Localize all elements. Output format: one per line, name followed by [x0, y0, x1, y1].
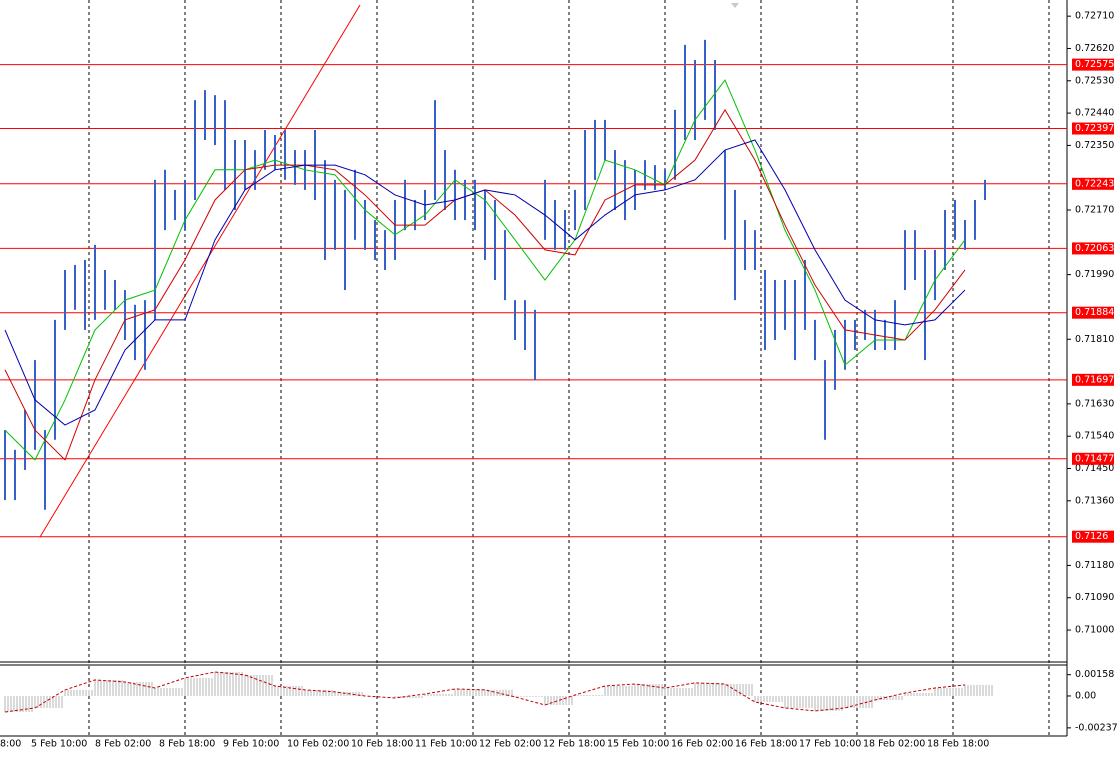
level-label: 0.7126 — [1075, 531, 1108, 542]
x-tick-label: 9 Feb 10:00 — [223, 739, 279, 750]
x-tick-label: 8 Feb 18:00 — [159, 739, 215, 750]
level-label: 0.72575 — [1075, 59, 1114, 70]
x-tick-label: 16 Feb 02:00 — [671, 739, 733, 750]
level-label-box — [1072, 122, 1114, 135]
y-tick-label: 0.72530 — [1075, 75, 1114, 86]
level-label: 0.72063 — [1075, 243, 1114, 254]
x-tick-label: 17 Feb 10:00 — [799, 739, 861, 750]
level-label-box — [1072, 530, 1114, 543]
trend-line — [39, 4, 361, 538]
moving-average — [4, 79, 966, 461]
y-tick-label: 0.71540 — [1075, 431, 1114, 442]
shift-marker — [731, 3, 739, 8]
y-tick-label: 0.71810 — [1075, 334, 1114, 345]
axes: 0.72710 0.72620 0.72530 0.72440 0.72350 0.721… — [0, 11, 1118, 750]
level-label-box — [1072, 242, 1114, 255]
y-tick-label: 0.71000 — [1075, 625, 1114, 636]
y-tick-label: 0.71360 — [1075, 495, 1114, 506]
moving-average — [4, 139, 966, 426]
y-tick-label: 0.72620 — [1075, 43, 1114, 54]
osc-y-tick-label: -0.00237 — [1075, 722, 1118, 733]
x-tick-label: 15 Feb 10:00 — [607, 739, 669, 750]
level-label: 0.72397 — [1075, 123, 1114, 134]
x-tick-label: 18 Feb 02:00 — [863, 739, 925, 750]
x-tick-label: 8 Feb 02:00 — [95, 739, 151, 750]
x-tick-label: 16 Feb 18:00 — [735, 739, 797, 750]
y-tick-label: 0.71450 — [1075, 463, 1114, 474]
level-label-box — [1072, 58, 1114, 71]
x-tick-label: 12 Feb 02:00 — [479, 739, 541, 750]
level-label: 0.72243 — [1075, 178, 1114, 189]
y-tick-label: 0.71180 — [1075, 560, 1114, 571]
y-tick-label: 0.71630 — [1075, 398, 1114, 409]
y-tick-label: 0.72170 — [1075, 205, 1114, 216]
level-label: 0.71697 — [1075, 374, 1114, 385]
x-tick-label: 10 Feb 02:00 — [287, 739, 349, 750]
osc-y-tick-label: 0.00 — [1075, 690, 1096, 701]
level-label-box — [1072, 306, 1114, 319]
x-tick-label: 11 Feb 10:00 — [415, 739, 477, 750]
level-label-box — [1072, 177, 1114, 190]
x-tick-label: 5 Feb 10:00 — [31, 739, 87, 750]
y-tick-label: 0.71090 — [1075, 592, 1114, 603]
x-tick-label: 12 Feb 18:00 — [543, 739, 605, 750]
x-tick-label: 8:00 — [0, 739, 21, 750]
plot — [0, 39, 1067, 713]
y-tick-label: 0.72710 — [1075, 11, 1114, 22]
osc-y-tick-label: 0.00158 — [1075, 669, 1114, 680]
level-label: 0.71884 — [1075, 307, 1114, 318]
grid — [88, 0, 1050, 736]
x-tick-label: 10 Feb 18:00 — [351, 739, 413, 750]
y-tick-label: 0.72350 — [1075, 140, 1114, 151]
y-tick-label: 0.71990 — [1075, 269, 1114, 280]
level-label-box — [1072, 452, 1114, 465]
level-label-box — [1072, 373, 1114, 386]
y-tick-label: 0.72440 — [1075, 108, 1114, 119]
level-label: 0.71477 — [1075, 453, 1114, 464]
x-tick-label: 18 Feb 18:00 — [927, 739, 989, 750]
